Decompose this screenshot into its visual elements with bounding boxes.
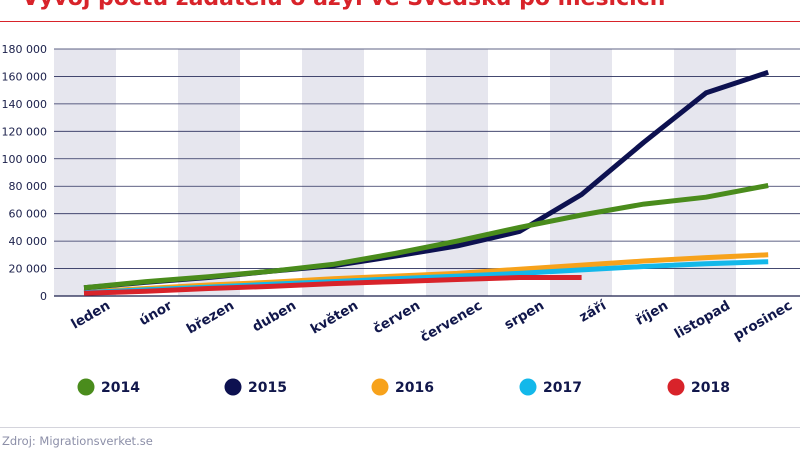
x-tick-label: leden [68,298,113,333]
y-tick-label: 20 000 [9,263,48,276]
y-tick-label: 120 000 [2,125,48,138]
legend-item-2018: 2018 [667,378,730,396]
chart-title: Vývoj počtu žadatelů o azyl ve Švédsku p… [22,0,665,11]
legend-label: 2018 [691,380,730,396]
legend-item-2016: 2016 [371,378,434,396]
x-axis: leden únor březen duben květen červenčervenec… [68,297,795,346]
legend-item-2015: 2015 [224,378,287,396]
legend-label: 2014 [101,380,140,396]
title-strip: Vývoj počtu žadatelů o azyl ve Švédsku p… [0,0,800,22]
legend-swatch [667,378,685,396]
line-chart: 0 20 000 40 000 60 000 80 000 100 000 120 000 1… [2,43,800,396]
x-tick-label: listopad [672,298,733,343]
legend-swatch [224,378,242,396]
y-tick-label: 60 000 [9,208,48,221]
y-tick-label: 100 000 [2,153,48,166]
legend-item-2017: 2017 [519,378,582,396]
x-tick-label: srpen [502,298,547,333]
month-band-5 [302,49,364,296]
x-tick-label: duben [250,298,299,336]
month-band-9 [550,49,612,296]
month-band-7 [426,49,488,296]
y-axis: 0 20 000 40 000 60 000 80 000 100 000 120 000 1… [2,43,48,303]
legend-swatch [77,378,95,396]
y-tick-label: 140 000 [2,98,48,111]
footer-divider [0,427,800,428]
legend: 2014 2015 2016 2017 2018 [77,378,730,396]
month-bands [54,49,736,296]
y-tick-label: 160 000 [2,70,48,83]
legend-label: 2016 [395,380,434,396]
legend-label: 2017 [543,380,582,396]
x-tick-label: únor [137,297,176,329]
x-tick-label: červenec [418,298,485,346]
y-tick-label: 40 000 [9,235,48,248]
y-tick-label: 180 000 [2,43,48,56]
legend-item-2014: 2014 [77,378,140,396]
x-tick-label: květen [308,298,361,338]
title-divider [0,21,800,22]
legend-label: 2015 [248,380,287,396]
x-tick-label: červen [370,298,423,338]
source-note: Zdroj: Migrationsverket.se [2,434,153,448]
y-tick-label: 0 [40,290,47,303]
legend-swatch [371,378,389,396]
legend-swatch [519,378,537,396]
x-tick-label: říjen [633,298,671,329]
y-tick-label: 80 000 [9,180,48,193]
x-tick-label: září [577,297,611,326]
x-tick-label: březen [184,298,237,338]
series-line-2014 [83,183,769,291]
series-line-2018 [83,275,582,296]
x-tick-label: prosinec [731,298,795,344]
gridlines [54,48,800,297]
month-band-1 [54,49,116,296]
month-band-3 [178,49,240,296]
series-lines [83,69,769,296]
